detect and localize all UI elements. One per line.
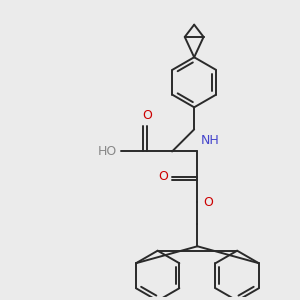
Text: O: O (142, 109, 152, 122)
Text: O: O (158, 170, 168, 183)
Text: O: O (203, 196, 213, 208)
Text: NH: NH (200, 134, 219, 147)
Text: HO: HO (98, 145, 117, 158)
